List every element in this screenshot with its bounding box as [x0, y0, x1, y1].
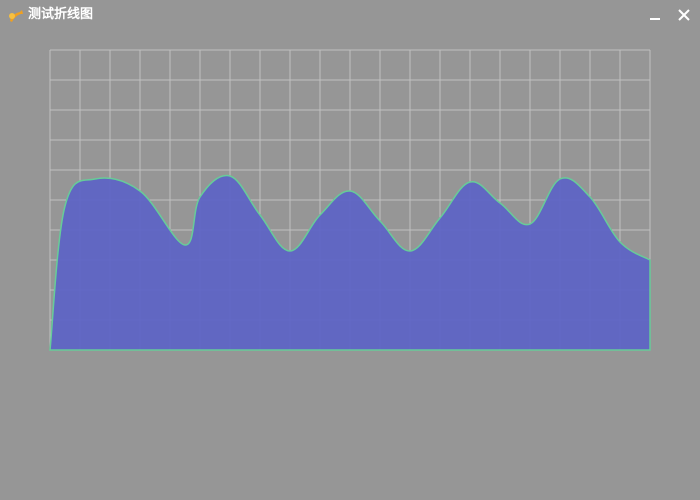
- title-bar[interactable]: 测试折线图: [0, 0, 700, 30]
- minimize-button[interactable]: [645, 5, 665, 25]
- window-title: 测试折线图: [28, 7, 94, 22]
- area-series-fill: [50, 175, 650, 350]
- minimize-icon: [650, 18, 660, 20]
- area-series-line: [49, 174, 651, 351]
- app-logo-icon: [8, 8, 24, 22]
- close-icon: [678, 9, 690, 21]
- close-button[interactable]: [674, 5, 694, 25]
